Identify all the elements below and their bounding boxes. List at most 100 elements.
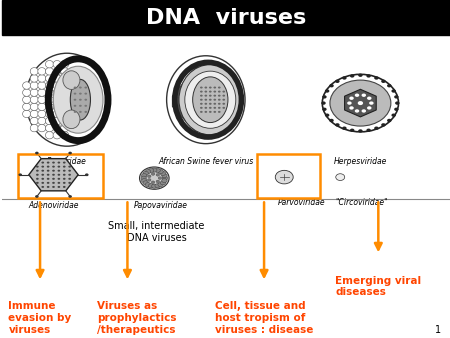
Circle shape [36, 174, 39, 176]
Circle shape [63, 182, 66, 184]
Circle shape [204, 95, 207, 97]
Circle shape [361, 109, 366, 113]
Circle shape [158, 170, 163, 174]
Circle shape [148, 178, 151, 181]
Text: Parvoviridae: Parvoviridae [278, 198, 325, 207]
Circle shape [387, 84, 392, 88]
Ellipse shape [61, 82, 69, 89]
Ellipse shape [38, 82, 46, 89]
Circle shape [209, 87, 212, 89]
Circle shape [85, 111, 87, 113]
Ellipse shape [53, 82, 61, 89]
Circle shape [52, 182, 55, 184]
Polygon shape [172, 96, 208, 106]
Circle shape [358, 129, 363, 132]
Circle shape [367, 97, 372, 100]
Circle shape [209, 91, 212, 93]
Circle shape [322, 74, 399, 132]
Circle shape [209, 107, 212, 109]
Circle shape [355, 94, 359, 97]
Circle shape [58, 162, 60, 164]
Ellipse shape [45, 117, 54, 125]
Circle shape [85, 93, 87, 95]
Circle shape [200, 111, 202, 113]
Circle shape [79, 99, 82, 101]
Circle shape [52, 174, 55, 176]
Ellipse shape [53, 110, 61, 118]
Text: Viruses as
prophylactics
/therapeutics: Viruses as prophylactics /therapeutics [97, 301, 176, 335]
Ellipse shape [61, 89, 69, 96]
Circle shape [213, 103, 216, 105]
Circle shape [155, 168, 160, 172]
Circle shape [361, 94, 366, 97]
Circle shape [36, 178, 39, 180]
Circle shape [213, 95, 216, 97]
Circle shape [366, 128, 371, 132]
Circle shape [349, 106, 354, 110]
Circle shape [18, 173, 22, 176]
Circle shape [322, 95, 327, 99]
Ellipse shape [61, 96, 69, 103]
Circle shape [58, 178, 60, 180]
Circle shape [200, 103, 202, 105]
Circle shape [151, 181, 155, 184]
Circle shape [335, 80, 340, 83]
Circle shape [222, 91, 225, 93]
Circle shape [68, 174, 71, 176]
Ellipse shape [53, 103, 61, 111]
Ellipse shape [185, 71, 236, 128]
Circle shape [85, 99, 87, 101]
Circle shape [350, 74, 355, 78]
Circle shape [35, 152, 39, 154]
Circle shape [218, 103, 220, 105]
Circle shape [160, 181, 166, 185]
Circle shape [213, 87, 216, 89]
Circle shape [349, 97, 354, 100]
Circle shape [47, 162, 50, 164]
Circle shape [74, 87, 76, 89]
Circle shape [204, 111, 207, 113]
Circle shape [325, 89, 329, 93]
Circle shape [63, 166, 66, 168]
Circle shape [200, 99, 202, 101]
Polygon shape [172, 106, 208, 134]
Circle shape [74, 111, 76, 113]
Circle shape [36, 170, 39, 172]
Ellipse shape [70, 79, 90, 120]
Circle shape [47, 174, 50, 176]
Ellipse shape [45, 82, 54, 89]
Circle shape [156, 173, 160, 176]
Ellipse shape [61, 61, 69, 68]
Circle shape [222, 103, 225, 105]
Ellipse shape [53, 68, 61, 75]
Circle shape [200, 87, 202, 89]
Circle shape [329, 119, 334, 122]
Circle shape [79, 93, 82, 95]
Circle shape [322, 107, 327, 111]
Text: Small, intermediate
DNA viruses: Small, intermediate DNA viruses [108, 221, 205, 243]
Ellipse shape [45, 61, 54, 68]
Circle shape [68, 170, 71, 172]
Text: Poxviridae: Poxviridae [47, 157, 87, 166]
Circle shape [335, 123, 340, 126]
Circle shape [148, 184, 154, 188]
Ellipse shape [30, 82, 38, 89]
Ellipse shape [61, 124, 69, 132]
Circle shape [200, 91, 202, 93]
Circle shape [374, 126, 378, 130]
Text: Herpesviridae: Herpesviridae [334, 157, 387, 166]
Circle shape [68, 178, 71, 180]
Circle shape [68, 195, 72, 198]
Ellipse shape [30, 68, 38, 75]
Circle shape [342, 126, 346, 130]
Text: Adenoviridae: Adenoviridae [28, 201, 79, 210]
Circle shape [148, 168, 154, 172]
Circle shape [41, 170, 44, 172]
Circle shape [394, 95, 399, 99]
Circle shape [52, 166, 55, 168]
Ellipse shape [30, 110, 38, 118]
Circle shape [85, 105, 87, 107]
Ellipse shape [26, 53, 108, 146]
Circle shape [35, 195, 39, 198]
Circle shape [68, 152, 72, 154]
